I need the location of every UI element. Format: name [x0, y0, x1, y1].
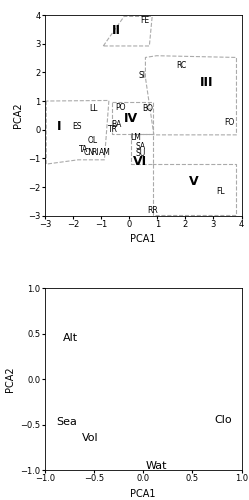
- Text: RC: RC: [176, 60, 186, 70]
- Y-axis label: PCA2: PCA2: [5, 366, 15, 392]
- Text: LM: LM: [131, 133, 142, 142]
- X-axis label: PCA1: PCA1: [130, 488, 156, 498]
- Text: FL: FL: [216, 187, 225, 196]
- Text: Wat: Wat: [145, 462, 167, 471]
- Text: Clo: Clo: [214, 415, 232, 425]
- Text: II: II: [112, 24, 121, 38]
- Text: SA: SA: [136, 142, 146, 151]
- Y-axis label: PCA2: PCA2: [13, 102, 23, 128]
- Text: RI: RI: [91, 148, 99, 156]
- Text: Alt: Alt: [62, 334, 78, 344]
- X-axis label: PCA1: PCA1: [130, 234, 156, 244]
- Text: FE: FE: [140, 16, 149, 25]
- Text: IV: IV: [124, 112, 138, 126]
- Text: ES: ES: [72, 122, 82, 132]
- Text: Sea: Sea: [57, 417, 77, 427]
- Text: SU: SU: [136, 148, 146, 158]
- Text: FO: FO: [224, 118, 234, 127]
- Text: BO: BO: [142, 104, 153, 112]
- Text: TR: TR: [108, 125, 118, 134]
- Text: V: V: [189, 176, 198, 188]
- Text: LL: LL: [90, 104, 98, 112]
- Text: VI: VI: [133, 155, 147, 168]
- Text: SI: SI: [138, 70, 145, 80]
- Text: OL: OL: [88, 136, 98, 145]
- Text: I: I: [57, 120, 61, 134]
- Text: BA: BA: [111, 120, 122, 129]
- Text: AM: AM: [98, 148, 110, 156]
- Text: III: III: [200, 76, 213, 89]
- Text: CN: CN: [84, 148, 95, 156]
- Text: PO: PO: [116, 103, 126, 112]
- Text: Vol: Vol: [82, 433, 99, 443]
- Text: RR: RR: [148, 206, 158, 215]
- Text: TA: TA: [79, 144, 88, 154]
